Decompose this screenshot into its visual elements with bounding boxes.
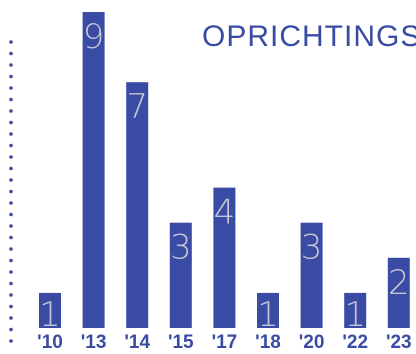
bar-7 xyxy=(344,292,367,328)
border-dot xyxy=(9,247,13,251)
border-dot xyxy=(9,304,13,309)
border-dot xyxy=(9,143,13,148)
bar-value-label-3: 3 xyxy=(170,228,192,268)
border-dot xyxy=(9,201,13,205)
bar-6 xyxy=(300,222,323,328)
border-dot xyxy=(9,74,13,79)
bar-value-label-4: 4 xyxy=(214,193,236,233)
x-tick-label-0: '10 xyxy=(37,332,63,353)
x-tick-label-5: '18 xyxy=(255,332,281,353)
bar-2 xyxy=(126,82,149,328)
x-axis-tick-labels: '10 '13 '14 '15 '17 '18 '20 '22 '23 xyxy=(37,332,411,353)
border-dot xyxy=(9,155,13,159)
bar-value-label-0: 1 xyxy=(39,295,61,335)
border-dot xyxy=(9,120,13,125)
border-dot xyxy=(9,316,13,320)
border-dot xyxy=(9,189,13,194)
bars-layer xyxy=(39,12,410,328)
bar-0 xyxy=(39,292,61,328)
x-tick-label-3: '15 xyxy=(168,332,194,353)
border-dot xyxy=(9,178,13,182)
border-dot xyxy=(9,293,13,297)
bar-value-label-8: 2 xyxy=(388,263,410,303)
bar-value-label-6: 3 xyxy=(301,228,323,268)
border-dot xyxy=(9,281,13,286)
bar-value-label-7: 1 xyxy=(344,295,366,335)
chart-title: OPRICHTINGSJAAR xyxy=(202,20,416,53)
border-dot xyxy=(9,212,13,217)
left-dot-border xyxy=(9,40,13,343)
x-tick-label-4: '17 xyxy=(212,332,238,353)
border-dot xyxy=(9,339,13,343)
border-dot xyxy=(9,132,13,136)
border-dot xyxy=(9,109,13,113)
border-dot xyxy=(9,270,13,274)
x-tick-label-1: '13 xyxy=(81,332,107,353)
border-dot xyxy=(9,258,13,263)
border-dot xyxy=(9,40,13,44)
border-dot xyxy=(9,51,13,56)
x-tick-label-8: '23 xyxy=(386,332,412,353)
bar-value-label-5: 1 xyxy=(257,295,279,335)
border-dot xyxy=(9,327,13,332)
border-dot xyxy=(9,224,13,228)
x-tick-label-2: '14 xyxy=(124,332,150,353)
border-dot xyxy=(9,97,13,102)
bar-4 xyxy=(213,187,236,328)
border-dot xyxy=(9,235,13,240)
bar-3 xyxy=(169,222,192,328)
bar-1 xyxy=(82,12,105,328)
x-tick-label-6: '20 xyxy=(299,332,325,353)
border-dot xyxy=(9,166,13,171)
border-dot xyxy=(9,86,13,90)
border-dot xyxy=(9,63,13,67)
bar-8 xyxy=(387,257,410,328)
bar-value-label-2: 7 xyxy=(126,87,148,127)
bar-value-label-1: 9 xyxy=(83,17,105,57)
bar-5 xyxy=(257,292,279,328)
x-tick-label-7: '22 xyxy=(342,332,368,353)
